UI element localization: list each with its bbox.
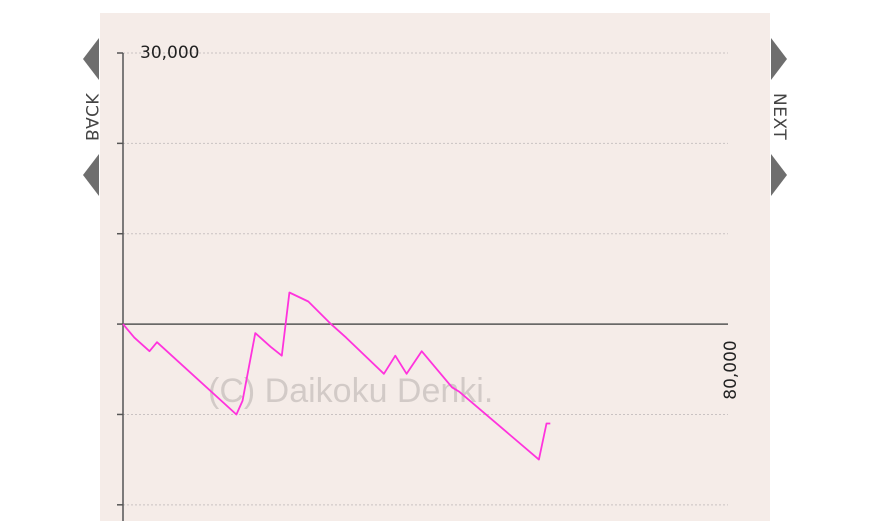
axes [117,52,728,521]
left-arrow-icon [83,154,99,196]
left-arrow-icon [83,38,99,80]
right-arrow-icon [771,154,787,196]
next-button[interactable]: NEXT [765,38,793,196]
series-line-0 [122,291,551,461]
balance-chart: (C) Daikoku Denki. 30,000 80,000 [117,43,741,521]
back-label: BACK [81,93,101,142]
grid-lines [123,52,728,506]
x-axis-end-label: 80,000 [721,340,741,399]
chart-panel: (C) Daikoku Denki. 30,000 80,000 [100,13,770,521]
back-button[interactable]: BACK [77,38,105,196]
next-label: NEXT [769,93,789,141]
y-axis-top-label: 30,000 [140,43,199,63]
right-arrow-icon [771,38,787,80]
watermark-text: (C) Daikoku Denki. [208,372,493,410]
series-layer [122,291,551,461]
